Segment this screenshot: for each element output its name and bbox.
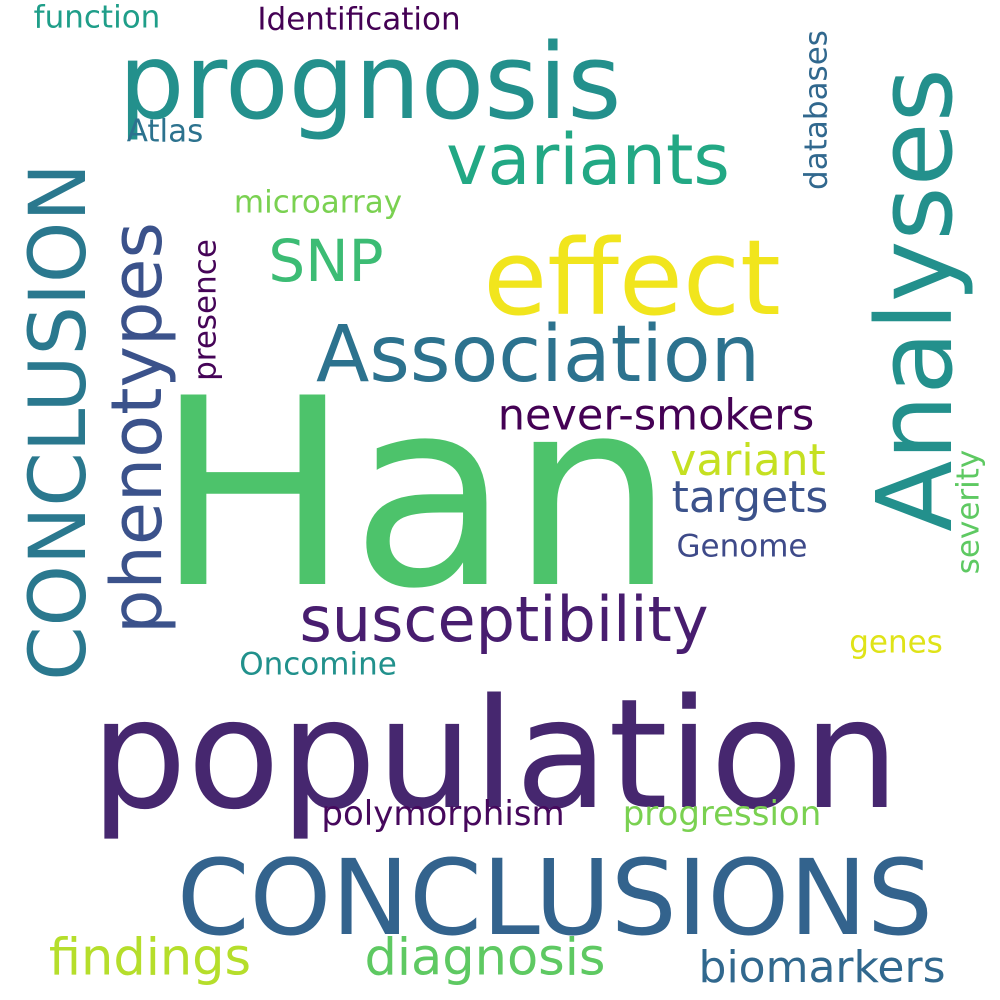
word-oncomine: Oncomine <box>239 646 397 683</box>
word-polymorphism: polymorphism <box>321 794 565 834</box>
word-atlas: Atlas <box>126 113 204 150</box>
word-association: Association <box>315 310 761 400</box>
word-presence: presence <box>187 239 224 381</box>
word-han: Han <box>155 344 675 646</box>
word-phenotypes: phenotypes <box>96 222 178 634</box>
word-genes: genes <box>849 624 943 661</box>
word-diagnosis: diagnosis <box>364 928 606 988</box>
word-progression: progression <box>622 794 822 834</box>
word-effect: effect <box>483 217 781 339</box>
word-databases: databases <box>798 30 835 190</box>
word-findings: findings <box>48 928 252 988</box>
word-severity: severity <box>950 449 987 575</box>
word-conclusions: CONCLUSIONS <box>176 837 934 959</box>
word-prognosis: prognosis <box>118 21 622 143</box>
word-susceptibility: susceptibility <box>299 583 709 656</box>
word-never-smokers: never-smokers <box>497 390 815 441</box>
word-microarray: microarray <box>233 184 403 221</box>
word-targets: targets <box>671 472 829 523</box>
word-variants: variants <box>446 119 730 201</box>
word-identification: Identification <box>257 1 461 38</box>
word-population: population <box>90 666 900 843</box>
word-snp: SNP <box>268 227 384 295</box>
word-function: function <box>33 0 161 36</box>
word-genome: Genome <box>676 528 808 565</box>
word-conclusion: CONCLUSION <box>14 163 104 681</box>
word-variant: variant <box>670 435 826 486</box>
word-biomarkers: biomarkers <box>698 942 946 993</box>
